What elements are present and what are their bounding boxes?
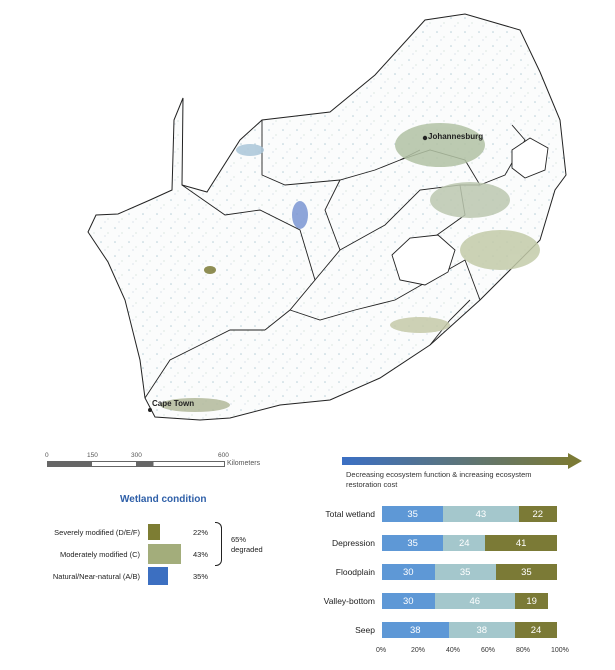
arrow-caption: Decreasing ecosystem function & increasi… bbox=[346, 470, 532, 489]
scale-tick-300: 300 bbox=[131, 452, 142, 459]
legend-label: Severely modified (D/E/F) bbox=[54, 528, 140, 537]
degraded-bracket bbox=[215, 522, 222, 566]
row-label: Total wetland bbox=[325, 509, 375, 519]
x-tick-label: 80% bbox=[516, 647, 531, 654]
bar-segment: 24 bbox=[443, 535, 486, 551]
degraded-word: degraded bbox=[231, 545, 263, 554]
country-outline bbox=[87, 13, 567, 421]
stacked-bar: 35 43 22 bbox=[382, 506, 557, 522]
bar-segment: 19 bbox=[515, 593, 549, 609]
arrow-body bbox=[342, 457, 570, 465]
legend-pct: 43% bbox=[193, 550, 209, 559]
row-label: Valley-bottom bbox=[323, 596, 375, 606]
bar-segment: 30 bbox=[382, 564, 435, 580]
x-tick-label: 0% bbox=[376, 647, 387, 654]
bar-segment: 35 bbox=[434, 564, 496, 580]
stacked-bar: 30 35 35 bbox=[382, 564, 557, 580]
row-label: Depression bbox=[332, 538, 375, 548]
bar-segment: 35 bbox=[495, 564, 557, 580]
stacked-bar: 35 24 41 bbox=[382, 535, 557, 551]
bar-segment: 41 bbox=[485, 535, 557, 551]
legend-bar-natural bbox=[148, 567, 168, 585]
legend-bar-moderately-modified bbox=[148, 544, 181, 564]
scale-bar-graphic bbox=[47, 461, 225, 467]
cape-town-marker bbox=[148, 408, 152, 412]
row-label: Seep bbox=[355, 625, 375, 635]
bar-segment: 35 bbox=[382, 506, 444, 522]
gradient-arrow bbox=[342, 453, 582, 469]
wetland-patches bbox=[160, 123, 540, 412]
x-tick-label: 100% bbox=[551, 647, 569, 654]
legend-label: Moderately modified (C) bbox=[59, 550, 140, 559]
bar-segment: 38 bbox=[382, 622, 449, 638]
x-tick-label: 60% bbox=[481, 647, 496, 654]
bar-segment: 35 bbox=[382, 535, 444, 551]
degraded-percent: 65% bbox=[231, 535, 247, 544]
legend-bar-severely-modified bbox=[148, 524, 160, 540]
legend-pct: 35% bbox=[193, 572, 209, 581]
scale-unit: Kilometers bbox=[227, 460, 261, 467]
wetland-type-condition-chart: Total wetland 35 43 22 Depression 35 24 41 Flood… bbox=[305, 500, 575, 665]
arrow-head bbox=[568, 453, 582, 469]
scale-tick-0: 0 bbox=[45, 452, 49, 459]
bar-segment: 22 bbox=[518, 506, 557, 522]
city-label-johannesburg: Johannesburg bbox=[428, 132, 483, 141]
scale-tick-600: 600 bbox=[218, 452, 229, 459]
stacked-bar: 30 46 19 bbox=[382, 593, 557, 609]
bar-segment: 24 bbox=[515, 622, 557, 638]
bar-segment: 43 bbox=[443, 506, 519, 522]
johannesburg-marker bbox=[422, 135, 428, 141]
city-label-cape-town: Cape Town bbox=[152, 399, 194, 408]
south-africa-wetland-map: Johannesburg Cape Town bbox=[87, 13, 567, 421]
bar-segment: 30 bbox=[382, 593, 435, 609]
bar-segment: 38 bbox=[448, 622, 515, 638]
legend-title: Wetland condition bbox=[120, 494, 207, 505]
lesotho-outline bbox=[391, 234, 456, 286]
scale-tick-150: 150 bbox=[87, 452, 98, 459]
degraded-note: 65% degraded bbox=[231, 535, 263, 555]
stacked-bar: 38 38 24 bbox=[382, 622, 557, 638]
eswatini-outline bbox=[511, 137, 549, 179]
scale-bar: 0 150 300 600 Kilometers bbox=[45, 452, 285, 472]
legend-pct: 22% bbox=[193, 528, 209, 537]
legend-label: Natural/Near-natural (A/B) bbox=[52, 572, 140, 581]
x-tick-label: 20% bbox=[411, 647, 426, 654]
row-label: Floodplain bbox=[335, 567, 375, 577]
x-tick-label: 40% bbox=[446, 647, 461, 654]
bar-segment: 46 bbox=[434, 593, 515, 609]
